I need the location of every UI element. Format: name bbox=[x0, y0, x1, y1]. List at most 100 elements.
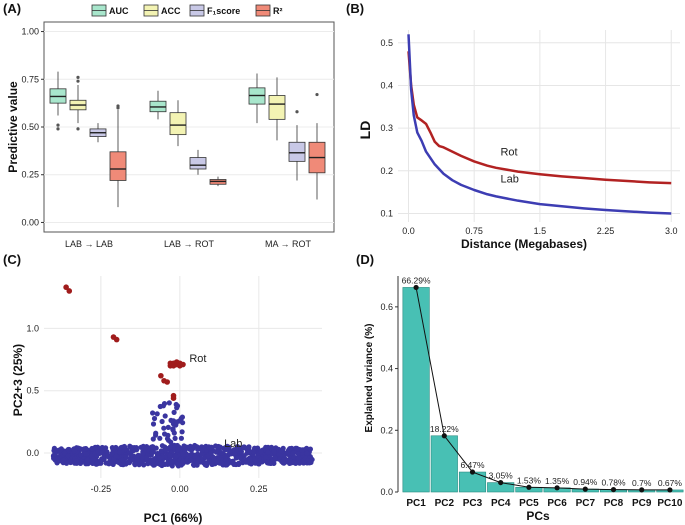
panel-d-barplot: 66.29%18.22%6.47%3.05% 1.53% 1.35% 0.94% 0.7… bbox=[364, 275, 684, 523]
panel-d-ytick-label: 0.0 bbox=[380, 487, 393, 497]
pca-point-rot bbox=[158, 372, 164, 379]
pca-point-lab bbox=[118, 444, 124, 451]
box-outlier bbox=[295, 110, 299, 114]
pca-point-lab bbox=[246, 449, 253, 455]
panel-d-ytick-label: 0.6 bbox=[380, 302, 393, 312]
pca-point-lab bbox=[163, 447, 169, 453]
panel-a-ytick-label: 0.25 bbox=[21, 170, 39, 180]
pca-point-lab bbox=[129, 447, 135, 454]
pca-point-lab bbox=[206, 458, 212, 464]
pca-point-lab bbox=[307, 446, 313, 452]
pca-point-lab bbox=[150, 421, 157, 427]
pca-point-lab bbox=[304, 450, 310, 456]
panel-d-ytick-label: 0.2 bbox=[380, 425, 393, 435]
pca-point-lab bbox=[241, 444, 247, 450]
box-2-f1 bbox=[288, 110, 306, 181]
pca-point-lab bbox=[167, 452, 173, 459]
pca-point-lab bbox=[125, 459, 131, 465]
pca-point-lab bbox=[213, 443, 219, 449]
pca-point-lab bbox=[89, 445, 95, 452]
box-body bbox=[109, 151, 127, 181]
bar-pc1 bbox=[402, 287, 430, 493]
pca-point-lab bbox=[150, 444, 156, 450]
pca-point-lab bbox=[217, 444, 223, 450]
panel-a-xtick-label: MA → ROT bbox=[265, 239, 312, 249]
pca-point-lab bbox=[271, 449, 277, 455]
pca-point-lab bbox=[237, 454, 243, 461]
panel-b-ytick-label: 0.2 bbox=[380, 166, 393, 176]
pca-point-lab bbox=[94, 461, 100, 467]
pca-point-lab bbox=[111, 445, 117, 451]
pca-point-lab bbox=[78, 452, 84, 458]
box-outlier bbox=[56, 123, 60, 127]
pca-point-lab bbox=[178, 415, 184, 421]
panel-c-ylabel: PC2+3 (25%) bbox=[11, 344, 25, 416]
panel-c-label: (C) bbox=[3, 252, 21, 267]
panel-a-ytick-label: 0.00 bbox=[21, 217, 39, 227]
bar-value-label: 1.53% bbox=[517, 475, 542, 485]
scree-point bbox=[441, 433, 447, 439]
panel-a-ytick-label: 0.75 bbox=[21, 74, 39, 84]
panel-b-annotation-lab: Lab bbox=[500, 174, 518, 186]
pca-point-lab bbox=[174, 461, 180, 467]
pca-point-lab bbox=[165, 424, 171, 430]
pca-point-lab bbox=[291, 454, 297, 460]
panel-b-xtick-label: 3.0 bbox=[665, 226, 678, 236]
panel-d-ylabel: Explained variance (%) bbox=[364, 324, 375, 433]
panel-b-ytick-label: 0.1 bbox=[380, 208, 393, 218]
box-body bbox=[169, 112, 187, 136]
pca-point-rot bbox=[167, 362, 174, 369]
pca-point-lab bbox=[134, 447, 140, 453]
pca-point-rot bbox=[66, 288, 73, 294]
pca-point-lab bbox=[265, 449, 271, 455]
pca-point-lab bbox=[157, 455, 163, 461]
pca-point-lab bbox=[140, 451, 146, 457]
panel-a-ytick-label: 1.00 bbox=[21, 27, 39, 37]
ld-line-rot bbox=[407, 51, 672, 185]
pca-point-lab bbox=[119, 457, 125, 463]
panel-b-xtick-label: 1.5 bbox=[534, 226, 547, 236]
pca-point-lab bbox=[181, 443, 187, 449]
pca-point-lab bbox=[218, 450, 225, 456]
panel-d-xtick-label: PC2 bbox=[435, 498, 455, 509]
pca-point-lab bbox=[208, 444, 214, 450]
bar-value-label: 0.78% bbox=[601, 478, 626, 488]
pca-point-lab bbox=[161, 425, 167, 431]
box-outlier bbox=[76, 75, 80, 79]
pca-point-lab bbox=[149, 449, 155, 455]
scree-point bbox=[610, 486, 617, 493]
bar-value-label: 18.22% bbox=[430, 424, 459, 434]
panel-b-xlabel: Distance (Megabases) bbox=[461, 237, 587, 251]
box-outlier bbox=[76, 79, 80, 83]
scree-point bbox=[667, 487, 673, 493]
pca-point-lab bbox=[227, 448, 233, 454]
bar-value-label: 1.35% bbox=[545, 476, 570, 486]
pca-point-lab bbox=[128, 452, 135, 458]
legend-label-auc: AUC bbox=[109, 6, 129, 16]
pca-point-lab bbox=[168, 439, 174, 445]
pca-point-lab bbox=[179, 429, 185, 435]
pca-point-lab bbox=[224, 443, 230, 449]
pca-point-lab bbox=[90, 460, 96, 466]
pca-point-rot bbox=[170, 395, 177, 401]
panel-d-xtick-label: PC9 bbox=[632, 498, 652, 509]
pca-point-lab bbox=[180, 458, 186, 464]
panel-a-legend: AUC ACC F₁score R² bbox=[91, 4, 283, 17]
pca-point-lab bbox=[150, 436, 156, 442]
pca-point-lab bbox=[55, 456, 61, 462]
pca-point-lab bbox=[263, 454, 269, 460]
pca-point-lab bbox=[230, 458, 236, 464]
pca-point-lab bbox=[105, 452, 111, 459]
pca-point-lab bbox=[267, 460, 273, 466]
bar-value-label: 3.05% bbox=[489, 471, 514, 481]
pca-point-lab bbox=[83, 451, 89, 457]
panel-b-ytick-label: 0.5 bbox=[380, 38, 393, 48]
panel-d-xtick-label: PC6 bbox=[547, 498, 567, 509]
pca-point-lab bbox=[278, 448, 284, 454]
pca-point-lab bbox=[106, 461, 112, 467]
pca-point-lab bbox=[168, 459, 174, 465]
panel-a-ylabel: Predictive value bbox=[6, 81, 20, 173]
pca-point-lab bbox=[65, 453, 71, 459]
panel-d-ytick-label: 0.4 bbox=[380, 364, 393, 374]
pca-point-lab bbox=[290, 450, 296, 456]
